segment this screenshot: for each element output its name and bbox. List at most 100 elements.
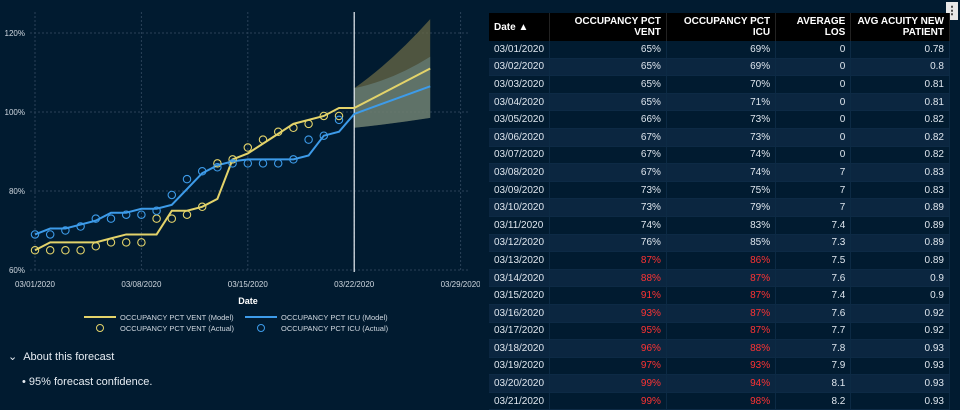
table-cell: 75% [666,181,777,200]
icu-actual-point [91,214,101,223]
table-row: 03/05/2020 66% 73% 0 0.82 [489,110,950,129]
table-cell: 0.83 [850,181,950,200]
icu-actual-point [152,206,161,216]
table-row: 03/09/2020 73% 75% 7 0.83 [489,181,950,200]
table-cell: 7.4 [775,286,852,305]
forecast-chart: 60% 80% 100% 120% 03/01/2020 03/08/2020 03/15/… [5,12,480,333]
table-cell: 65% [549,75,667,94]
table-cell: 73% [666,110,777,129]
table-cell: 73% [549,181,667,200]
table-cell: 69% [666,41,777,59]
table-cell: 87% [666,269,777,288]
table-cell: 88% [549,269,667,288]
table-cell: 99% [549,392,667,410]
table-cell: 73% [666,128,777,147]
table-cell: 7 [775,198,852,217]
icu-actual-point [213,163,222,172]
table-cell: 03/08/2020 [489,163,551,182]
table-cell: 0.9 [850,286,950,305]
chevron-down-icon: ⌄ [8,351,18,363]
icu-actual-point [289,155,298,164]
table-cell: 98% [666,392,777,410]
x-tick-label: 03/08/2020 [121,280,162,289]
table-cell: 74% [666,146,777,165]
column-header[interactable]: AVG ACUITY NEW PATIENT [850,13,950,41]
table-cell: 67% [549,128,667,147]
table-cell: 65% [549,93,667,112]
forecast-note-text: 95% forecast confidence. [28,376,153,388]
table-cell: 99% [549,374,667,393]
table-cell: 03/14/2020 [489,269,551,288]
table-cell: 87% [666,286,777,305]
table-cell: 0 [775,128,852,147]
table-cell: 96% [549,339,667,358]
column-header[interactable]: OCCUPANCY PCT VENT [549,13,667,41]
icu-actual-point [273,159,283,168]
table-cell: 8.1 [775,374,852,393]
table-cell: 74% [549,216,667,235]
column-header[interactable]: Date ▲ [489,13,551,41]
table-cell: 0 [775,93,852,112]
vent-actual-point [304,119,313,129]
table-row: 03/06/2020 67% 73% 0 0.82 [489,128,950,147]
vent-actual-point [137,238,146,247]
table-cell: 03/17/2020 [489,322,551,341]
table-row: 03/02/2020 65% 69% 0 0.8 [489,58,950,77]
table-cell: 7.6 [775,269,852,288]
table-cell: 0 [775,58,852,77]
vent-actual-point [228,155,237,164]
legend-label: OCCUPANCY PCT ICU (Model) [281,313,388,322]
table-cell: 0.78 [850,41,950,59]
icu-actual-point [334,115,344,125]
icu-actual-point [45,230,55,239]
table-cell: 03/21/2020 [489,392,551,410]
vent-actual-point [152,214,161,223]
icu-actual-point [30,230,40,239]
table-row: 03/03/2020 65% 70% 0 0.81 [489,75,950,94]
table-cell: 03/03/2020 [489,75,551,94]
table-cell: 93% [549,304,667,323]
y-tick-label: 80% [9,187,25,196]
table-cell: 0.83 [850,163,950,182]
table-cell: 91% [549,286,667,305]
table-cell: 0.93 [850,392,950,410]
table-cell: 0 [775,146,852,165]
vent-actual-point [76,246,85,255]
table-cell: 03/11/2020 [489,216,551,235]
column-header[interactable]: AVERAGE LOS [775,13,852,41]
table-cell: 03/12/2020 [489,234,551,253]
x-axis-title: Date [238,296,258,306]
table-cell: 65% [549,58,667,77]
icu-actual-point [319,131,329,140]
vent-actual-point [334,111,344,121]
table-cell: 67% [549,163,667,182]
vent-actual-point [258,135,268,144]
table-cell: 7 [775,163,852,182]
legend-label: OCCUPANCY PCT VENT (Actual) [120,324,235,333]
table-cell: 73% [549,198,667,217]
icu-actual-point [106,214,116,223]
table-cell: 7.6 [775,304,852,323]
table-row: 03/08/2020 67% 74% 7 0.83 [489,163,950,182]
about-forecast-toggle[interactable]: ⌄ About this forecast [8,350,114,364]
table-cell: 74% [666,163,777,182]
icu-actual-point [76,222,85,231]
y-tick-label: 100% [5,108,25,117]
table-cell: 0.8 [850,58,950,77]
icu-actual-point [182,174,192,184]
icu-actual-point [167,190,177,200]
table-cell: 03/18/2020 [489,339,551,358]
column-header[interactable]: OCCUPANCY PCT ICU [666,13,777,41]
icu-actual-point [61,226,70,235]
table-cell: 03/05/2020 [489,110,551,129]
table-row: 03/12/2020 76% 85% 7.3 0.89 [489,234,950,253]
table-cell: 86% [666,251,777,270]
table-row: 03/18/2020 96% 88% 7.8 0.93 [489,339,950,358]
table-row: 03/10/2020 73% 79% 7 0.89 [489,198,950,217]
table-row: 03/16/2020 93% 87% 7.6 0.92 [489,304,950,323]
table-cell: 67% [549,146,667,165]
icu-confidence-band [354,56,431,128]
vent-actual-point [61,246,70,255]
x-tick-label: 03/29/2020 [441,280,480,289]
table-cell: 87% [666,322,777,341]
